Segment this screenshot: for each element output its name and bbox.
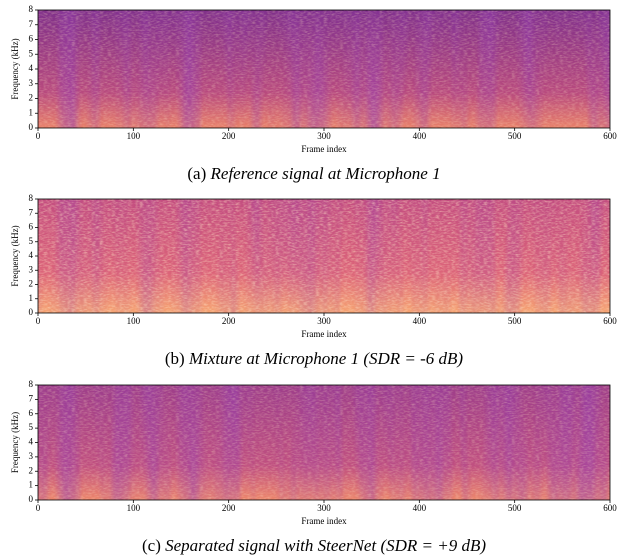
spectrogram-grain <box>38 10 610 128</box>
x-tick-label: 400 <box>413 131 427 141</box>
x-tick-label: 100 <box>127 503 141 513</box>
x-tick-label: 600 <box>603 503 617 513</box>
y-tick-label: 4 <box>29 63 34 73</box>
y-tick-label: 7 <box>29 393 34 403</box>
caption: (a) Reference signal at Microphone 1 <box>187 164 440 183</box>
x-tick-label: 400 <box>413 316 427 326</box>
y-tick-label: 8 <box>29 379 34 389</box>
y-tick-label: 6 <box>29 408 34 418</box>
x-tick-label: 200 <box>222 131 236 141</box>
y-tick-label: 8 <box>29 193 34 203</box>
y-tick-label: 1 <box>29 480 34 490</box>
y-tick-label: 4 <box>29 250 34 260</box>
x-tick-label: 300 <box>317 503 331 513</box>
x-tick-label: 600 <box>603 316 617 326</box>
y-tick-label: 3 <box>29 78 34 88</box>
y-tick-label: 4 <box>29 437 34 447</box>
caption-text: Separated signal with SteerNet (SDR = +9… <box>165 536 486 555</box>
y-tick-label: 5 <box>29 236 34 246</box>
x-tick-label: 400 <box>413 503 427 513</box>
x-tick-label: 300 <box>317 131 331 141</box>
x-tick-label: 100 <box>127 316 141 326</box>
y-tick-label: 7 <box>29 19 34 29</box>
y-tick-label: 5 <box>29 48 34 58</box>
y-tick-label: 6 <box>29 34 34 44</box>
y-tick-label: 1 <box>29 107 34 117</box>
x-tick-label: 500 <box>508 316 522 326</box>
caption-label: (a) <box>187 164 206 183</box>
y-tick-label: 1 <box>29 293 34 303</box>
x-tick-label: 0 <box>36 316 41 326</box>
y-tick-label: 2 <box>29 93 34 103</box>
caption-label: (b) <box>165 349 185 368</box>
y-tick-label: 5 <box>29 422 34 432</box>
y-tick-label: 0 <box>29 494 34 504</box>
y-axis-label: Frequency (kHz) <box>10 225 20 286</box>
y-axis-label: Frequency (kHz) <box>10 412 20 473</box>
y-tick-label: 7 <box>29 207 34 217</box>
x-tick-label: 300 <box>317 316 331 326</box>
x-tick-label: 500 <box>508 503 522 513</box>
caption-text: Mixture at Microphone 1 (SDR = -6 dB) <box>188 349 463 368</box>
spectrogram-grain <box>38 199 610 313</box>
spectrogram-grain <box>38 385 610 500</box>
x-tick-label: 500 <box>508 131 522 141</box>
caption: (c) Separated signal with SteerNet (SDR … <box>142 536 486 555</box>
caption-text: Reference signal at Microphone 1 <box>210 164 441 183</box>
y-tick-label: 8 <box>29 4 34 14</box>
y-tick-label: 0 <box>29 307 34 317</box>
x-tick-label: 200 <box>222 316 236 326</box>
y-tick-label: 3 <box>29 451 34 461</box>
y-tick-label: 2 <box>29 279 34 289</box>
y-tick-label: 3 <box>29 264 34 274</box>
caption: (b) Mixture at Microphone 1 (SDR = -6 dB… <box>165 349 464 368</box>
x-tick-label: 600 <box>603 131 617 141</box>
x-tick-label: 100 <box>127 131 141 141</box>
y-tick-label: 2 <box>29 465 34 475</box>
y-tick-label: 6 <box>29 222 34 232</box>
x-axis-label: Frame index <box>301 144 347 154</box>
caption-label: (c) <box>142 536 161 555</box>
x-axis-label: Frame index <box>301 516 347 526</box>
x-tick-label: 200 <box>222 503 236 513</box>
x-tick-label: 0 <box>36 131 41 141</box>
y-axis-label: Frequency (kHz) <box>10 38 20 99</box>
x-tick-label: 0 <box>36 503 41 513</box>
x-axis-label: Frame index <box>301 329 347 339</box>
y-tick-label: 0 <box>29 122 34 132</box>
